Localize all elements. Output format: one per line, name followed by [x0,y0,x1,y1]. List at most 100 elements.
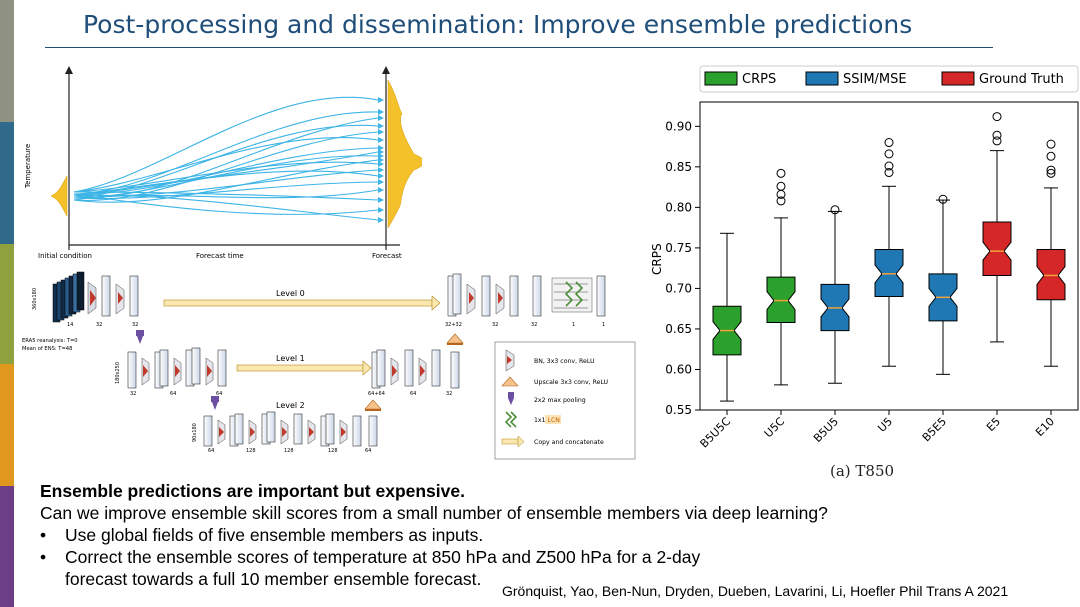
y-tick-label: 0.80 [665,200,692,214]
bullet-marker: • [40,525,47,545]
legend-label-ssim: SSIM/MSE [843,72,907,87]
feature-map [101,275,111,317]
bullet-item: • Correct the ensemble scores of tempera… [40,546,1070,590]
trajectory-arrowhead [378,137,384,143]
ch-label: 128 [284,448,294,454]
sidebar-segment [0,364,14,486]
bullet-text: Use global fields of five ensemble membe… [65,525,484,545]
ensemble-trajectory [73,159,379,203]
x-tick-label: B5E5 [920,415,949,444]
trajectory-arrowhead [378,217,384,223]
trajectory-arrowhead [378,149,384,155]
lcn-block [551,277,593,313]
ensemble-trajectory [73,194,379,221]
ch-label: 128 [328,448,338,454]
ensemble-trajectory [73,136,379,193]
sidebar-color-strip [0,0,14,607]
skip-arrow-0 [163,299,433,307]
box-e5 [982,221,1012,276]
conv-block [469,292,474,304]
ch-label: 32 [96,322,102,328]
legend-pool-icon [508,392,514,398]
forecast-time-label: Forecast time [196,252,244,260]
ensemble-trajectory [73,111,379,195]
outlier-point [992,130,1002,140]
chart-legend [699,65,1079,93]
lcn-arrows [554,283,588,309]
conv-block [219,427,224,437]
y-axis-label: Temperature [24,144,32,189]
outlier-point [992,112,1002,122]
conv-block [143,365,148,377]
trajectory-arrowhead [378,153,384,159]
trajectory-arrowhead [378,145,384,151]
feature-map [376,349,386,387]
initial-pdf-shape [50,175,68,217]
trajectory-arrowhead [378,173,384,179]
y-axis-title: CRPS [650,243,664,275]
pool-arrow [211,396,219,402]
initial-condition-label: Initial condition [38,252,92,260]
outlier-point [884,149,894,159]
bullet-text: Correct the ensemble scores of temperatu… [65,547,701,589]
ensemble-trajectory [73,161,379,193]
legend-label-crps: CRPS [742,72,776,87]
ch-label: 32+32 [445,322,462,328]
legend-upscale-label: Upscale 3x3 conv, ReLU [534,379,608,386]
ensemble-trajectory [73,181,379,200]
legend-label-ground-truth: Ground Truth [979,72,1064,87]
conv-block [392,365,397,377]
legend-swatch-ssim [805,71,839,86]
conv-block [207,365,212,377]
feature-map [293,413,303,445]
skip-arrow-1 [236,364,364,372]
ch-label: 64 [170,391,176,397]
feature-map [203,415,213,447]
conv-block [420,365,425,377]
side-dim-1: 180x250 [115,362,121,384]
feature-map [404,349,414,387]
outlier-point [830,205,840,215]
feature-map [266,411,276,443]
sidebar-segment [0,486,14,607]
skip-arrowhead [362,360,372,376]
ch-label: 64 [365,448,371,454]
trajectory-arrowhead [378,187,384,193]
lcn-pattern [564,281,584,307]
feature-map [368,415,378,447]
feature-map [596,275,606,317]
upscale-bar [447,343,463,345]
box-u5c [766,276,796,323]
sidebar-segment [0,0,14,122]
y-axis-arrow [65,66,73,74]
outlier-point [1046,151,1056,161]
pool-arrow [136,330,144,336]
trajectory-lines [73,96,384,223]
ensemble-trajectory [73,189,379,201]
feature-map [217,349,227,387]
trajectory-arrowhead [378,161,384,167]
feature-map [191,347,201,385]
x-tick-label: B5U5C [698,415,734,451]
outlier-point [884,168,894,178]
forecast-label: Forecast [372,252,402,260]
ensemble-trajectory [73,151,379,197]
conv-block [118,292,123,304]
upscale-arrow [446,333,464,344]
feature-map [352,415,362,447]
trajectory-arrowhead [378,179,384,185]
legend-swatch-ground-truth [941,71,975,86]
y-tick-label: 0.70 [665,281,692,295]
bullet-item: • Use global fields of five ensemble mem… [40,524,1070,546]
legend-lcn-highlight [545,415,561,424]
legend-pool-label: 2x2 max pooling [534,397,586,404]
body-question: Can we improve ensemble skill scores fro… [40,503,828,523]
conv-block [282,427,287,437]
trajectory-arrowhead [378,129,384,135]
trajectory-arrowhead [378,97,384,103]
trajectory-arrowhead [378,109,384,115]
ch-label: 32 [492,322,498,328]
outlier-point [938,194,948,204]
trajectory-arrowhead [378,207,384,213]
y-tick-label: 0.90 [665,119,692,133]
